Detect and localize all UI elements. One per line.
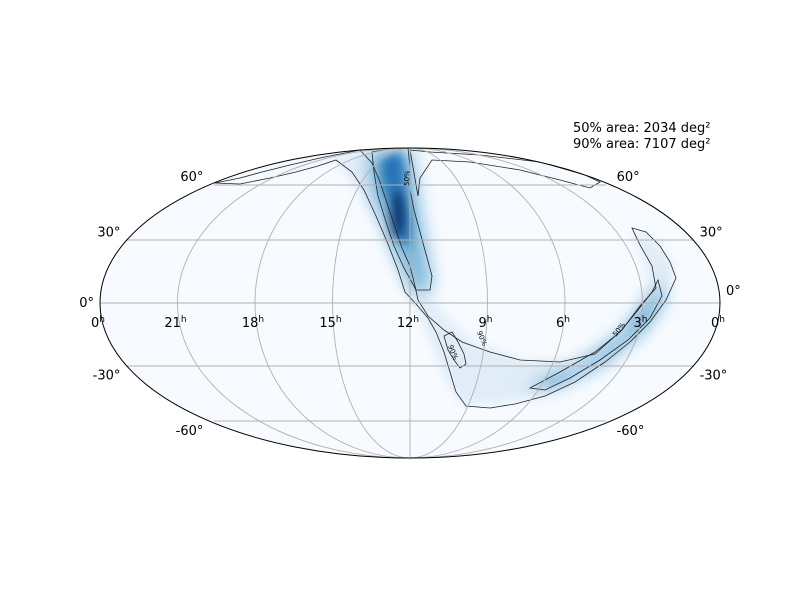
contour-50-south <box>528 278 663 391</box>
dec-tick-label-left: -60° <box>176 424 204 439</box>
dec-tick-label-right: -30° <box>700 369 728 384</box>
dec-tick-label-right: -60° <box>617 424 645 439</box>
dec-tick-labels: 60° 60° 30° 30° 0° 0° -30° -30° -60° -60° <box>79 170 741 439</box>
annotation-90-area: 90% area: 7107 deg² <box>573 137 710 152</box>
dec-tick-label-left: 0° <box>79 296 94 311</box>
dec-tick-label-right: 0° <box>726 284 741 299</box>
dec-tick-label-left: -30° <box>93 369 121 384</box>
contour-90-east <box>409 149 601 197</box>
ra-tick-label: 0h <box>711 315 725 331</box>
heat-90-region <box>215 150 675 404</box>
dec-tick-label-right: 30° <box>700 225 723 240</box>
probability-heatmap <box>100 148 720 458</box>
ra-tick-label: 0h <box>91 315 105 331</box>
map-outline <box>99 147 721 459</box>
heat-northern-core <box>380 152 412 250</box>
graticule-meridians <box>177 148 643 458</box>
dec-tick-label-left: 60° <box>180 170 203 185</box>
contour-90-island <box>443 331 467 369</box>
contour-50-north <box>371 148 433 291</box>
contour-label-50-north: 50% <box>403 170 412 186</box>
heat-southern-core <box>545 300 652 386</box>
annotation-50-area: 50% area: 2034 deg² <box>573 121 710 136</box>
contour-90-main <box>214 149 677 409</box>
dec-tick-label-left: 30° <box>97 225 120 240</box>
dec-tick-label-right: 60° <box>617 170 640 185</box>
contour-lines <box>214 148 677 409</box>
area-annotations: 50% area: 2034 deg² 90% area: 7107 deg² <box>573 121 710 152</box>
